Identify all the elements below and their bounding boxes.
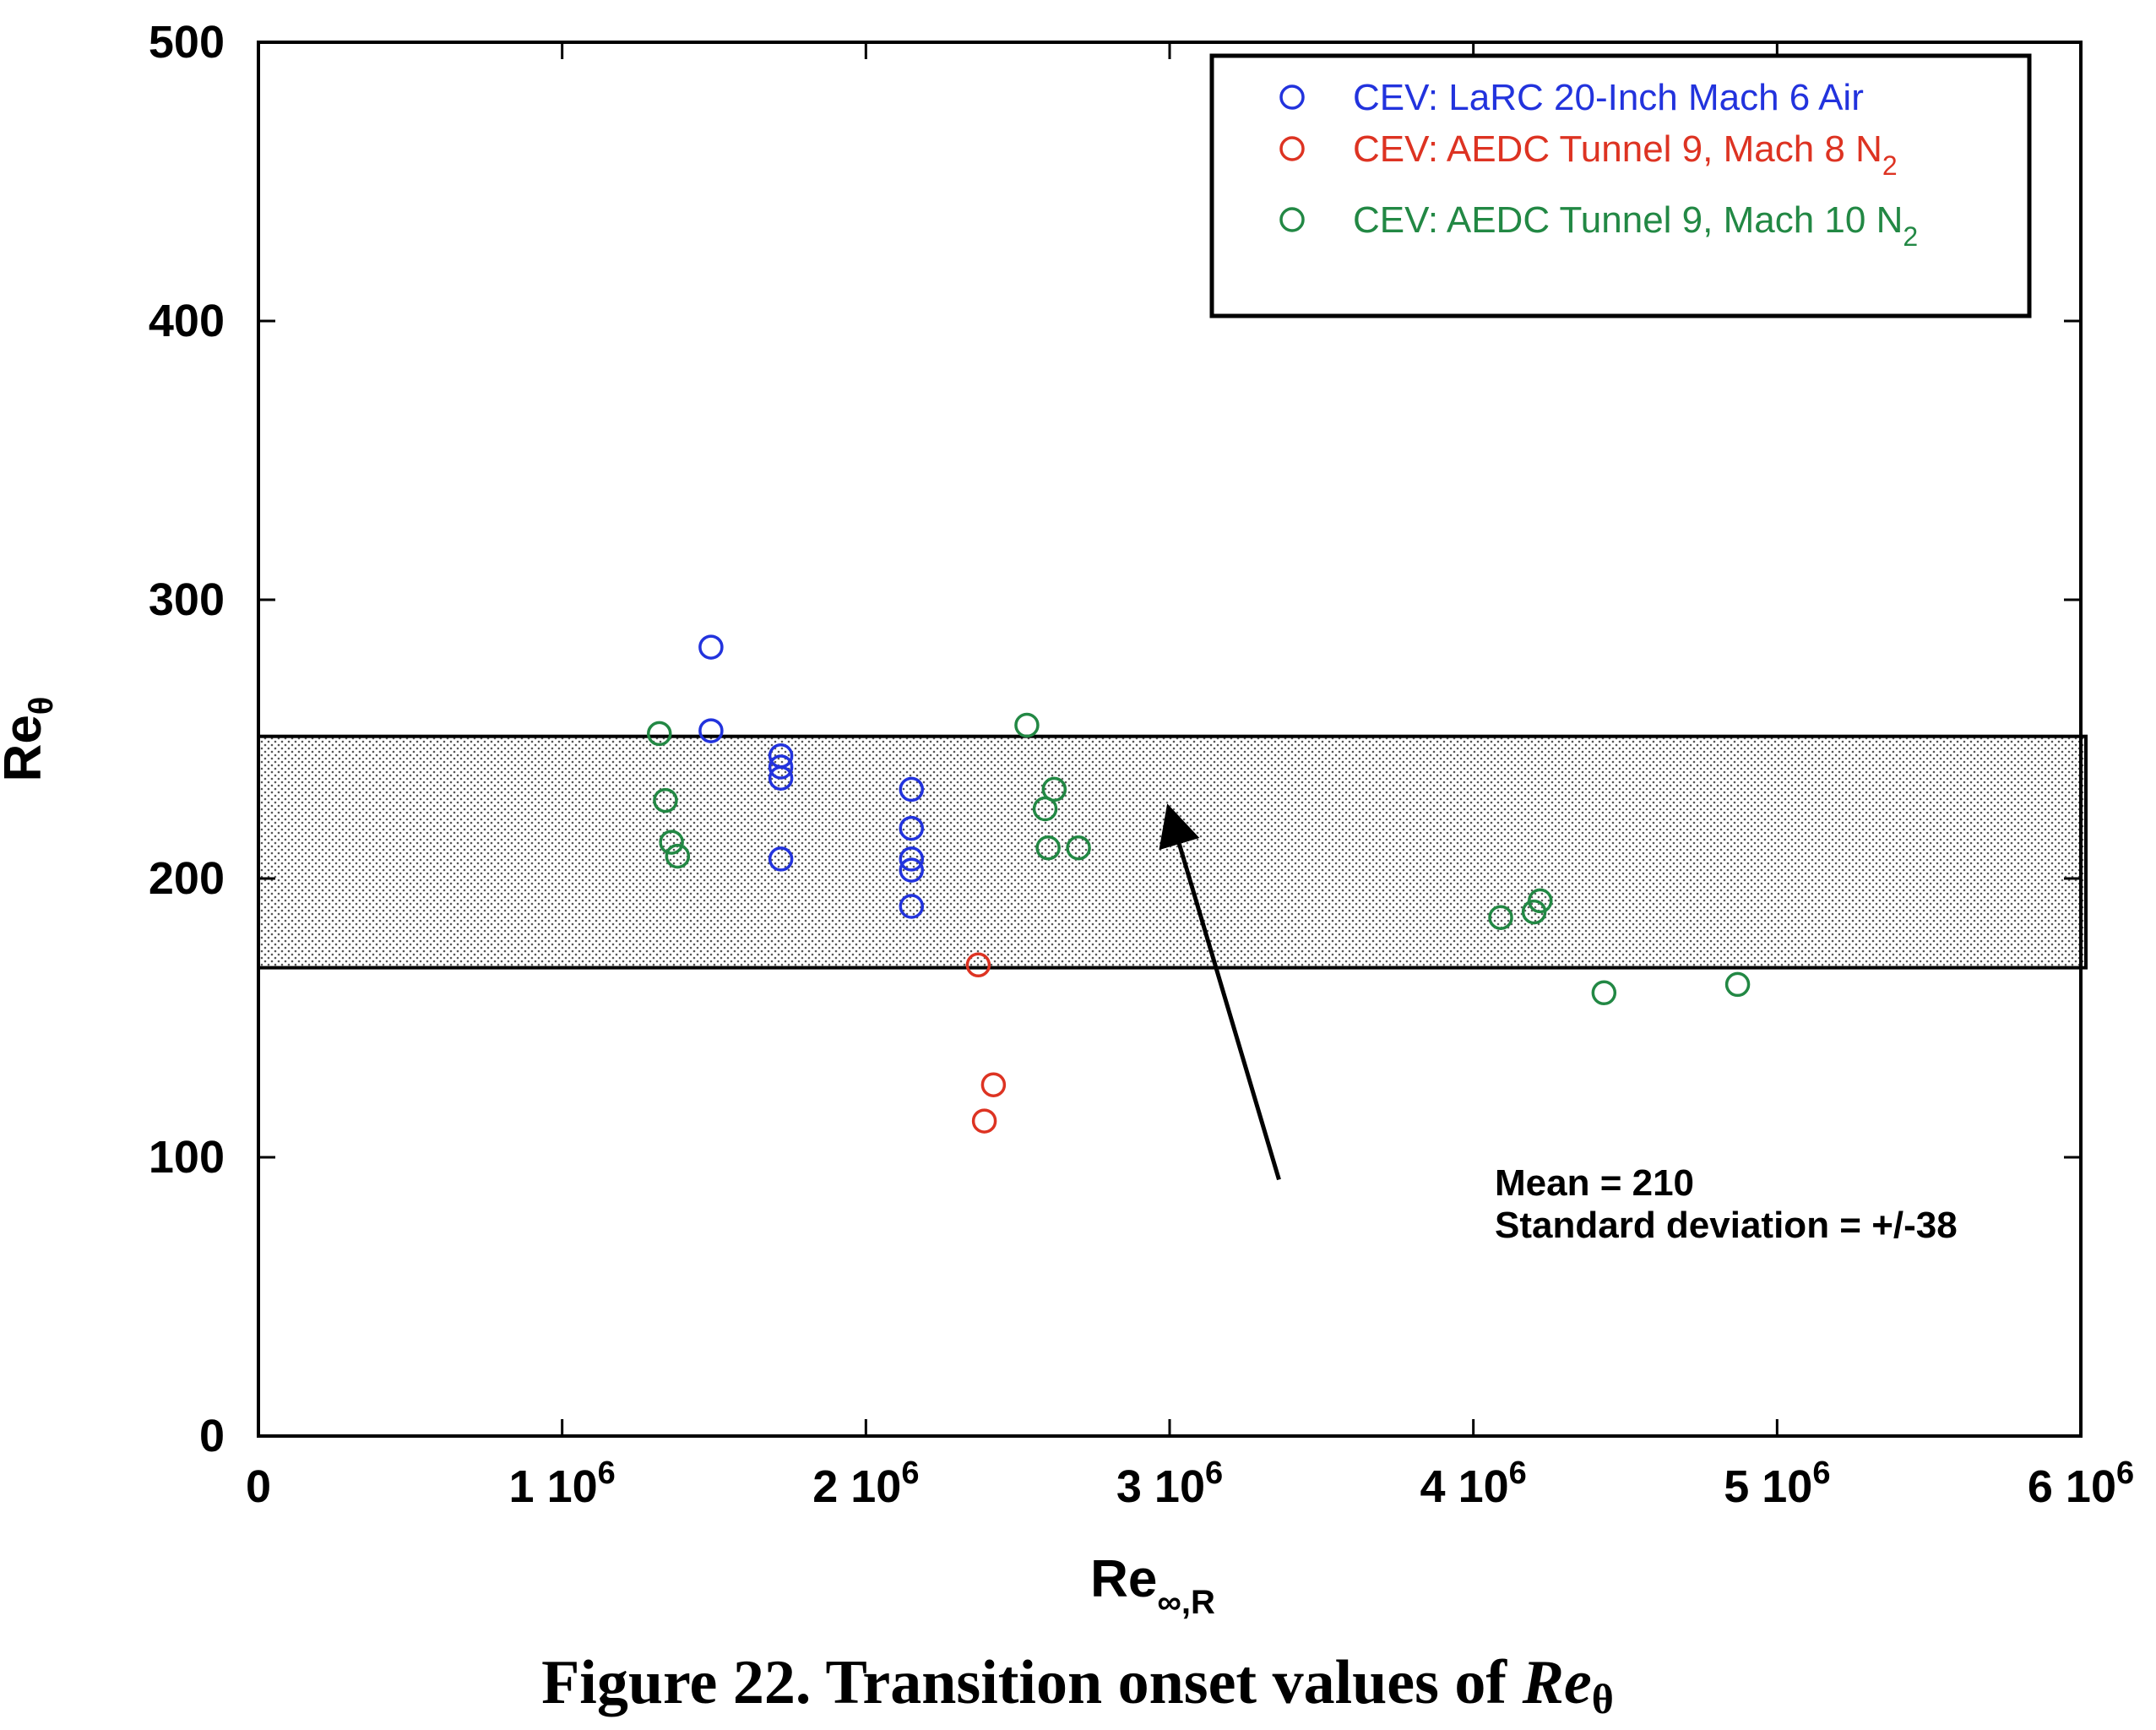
y-tick-label-1: 100 — [149, 1132, 225, 1183]
point-s0-6 — [899, 776, 925, 802]
x-tick-labels: 0 1 106 2 106 3 106 4 106 5 106 6 106 — [246, 1455, 2134, 1512]
y-tick-label-2: 200 — [149, 853, 225, 904]
x-tick-label-1: 1 106 — [509, 1455, 616, 1512]
y-tick-label-0: 0 — [199, 1411, 225, 1461]
x-tick-label-4: 4 106 — [1420, 1455, 1527, 1512]
legend: CEV: LaRC 20-Inch Mach 6 Air CEV: AEDC Tu… — [1209, 53, 2032, 318]
y-tick-label-3: 300 — [149, 574, 225, 625]
x-tick-label-5: 5 106 — [1724, 1455, 1830, 1512]
x-axis-title: Re∞,R — [1090, 1550, 1215, 1621]
point-s2-2 — [659, 830, 684, 855]
point-s0-10 — [899, 894, 925, 919]
point-s2-0 — [647, 721, 672, 747]
y-tick-labels: 0 100 200 300 400 500 — [149, 17, 225, 1461]
point-s0-1 — [698, 718, 724, 743]
point-s0-7 — [899, 815, 925, 841]
legend-marker-0 — [1279, 84, 1305, 110]
point-s0-8 — [899, 846, 925, 872]
point-s2-6 — [1032, 796, 1058, 822]
annotation-std-dev: Standard deviation = +/-38 — [1495, 1205, 1958, 1246]
data-points — [647, 634, 1751, 1134]
legend-label-1: CEV: AEDC Tunnel 9, Mach 8 N2 — [1353, 128, 1898, 181]
point-s0-5 — [768, 846, 794, 872]
point-s2-4 — [1014, 712, 1040, 738]
legend-label-0: CEV: LaRC 20-Inch Mach 6 Air — [1353, 77, 1864, 118]
legend-box — [1209, 53, 2032, 318]
point-s0-3 — [768, 754, 794, 780]
legend-label-2: CEV: AEDC Tunnel 9, Mach 10 N2 — [1353, 199, 1918, 252]
x-axis-title-subscript: ∞,R — [1157, 1584, 1215, 1621]
figure-caption: Figure 22. Transition onset values of Re… — [541, 1648, 1614, 1722]
point-s2-3 — [665, 843, 691, 869]
y-tick-label-4: 400 — [149, 296, 225, 346]
annotation-mean: Mean = 210 — [1495, 1162, 1694, 1204]
y-axis-title-subscript: θ — [23, 697, 60, 715]
point-s1-2 — [971, 1108, 997, 1134]
std-dev-band — [257, 734, 2088, 970]
point-s0-4 — [768, 765, 794, 791]
point-s2-12 — [1591, 980, 1617, 1006]
point-s0-9 — [899, 857, 925, 883]
annotation-arrow — [1159, 803, 1281, 1181]
point-s2-9 — [1488, 905, 1513, 930]
point-s2-8 — [1066, 835, 1091, 861]
point-s2-13 — [1724, 971, 1751, 998]
legend-marker-1 — [1279, 136, 1305, 161]
x-tick-label-0: 0 — [246, 1461, 271, 1512]
point-s2-5 — [1041, 776, 1067, 802]
point-s0-0 — [698, 634, 724, 660]
plot-area — [257, 41, 2083, 1438]
x-tick-label-3: 3 106 — [1116, 1455, 1223, 1512]
y-tick-label-5: 500 — [149, 17, 225, 68]
annotation-text: Mean = 210 Standard deviation = +/-38 — [1495, 1162, 1958, 1246]
x-tick-label-6: 6 106 — [2028, 1455, 2134, 1512]
point-s1-0 — [965, 952, 991, 978]
point-s1-1 — [980, 1072, 1007, 1097]
x-tick-label-2: 2 106 — [812, 1455, 919, 1512]
point-s2-11 — [1528, 888, 1553, 914]
y-axis-title: Reθ — [0, 697, 60, 782]
point-s2-7 — [1035, 835, 1061, 861]
legend-marker-2 — [1279, 207, 1305, 232]
point-s2-1 — [653, 787, 678, 813]
